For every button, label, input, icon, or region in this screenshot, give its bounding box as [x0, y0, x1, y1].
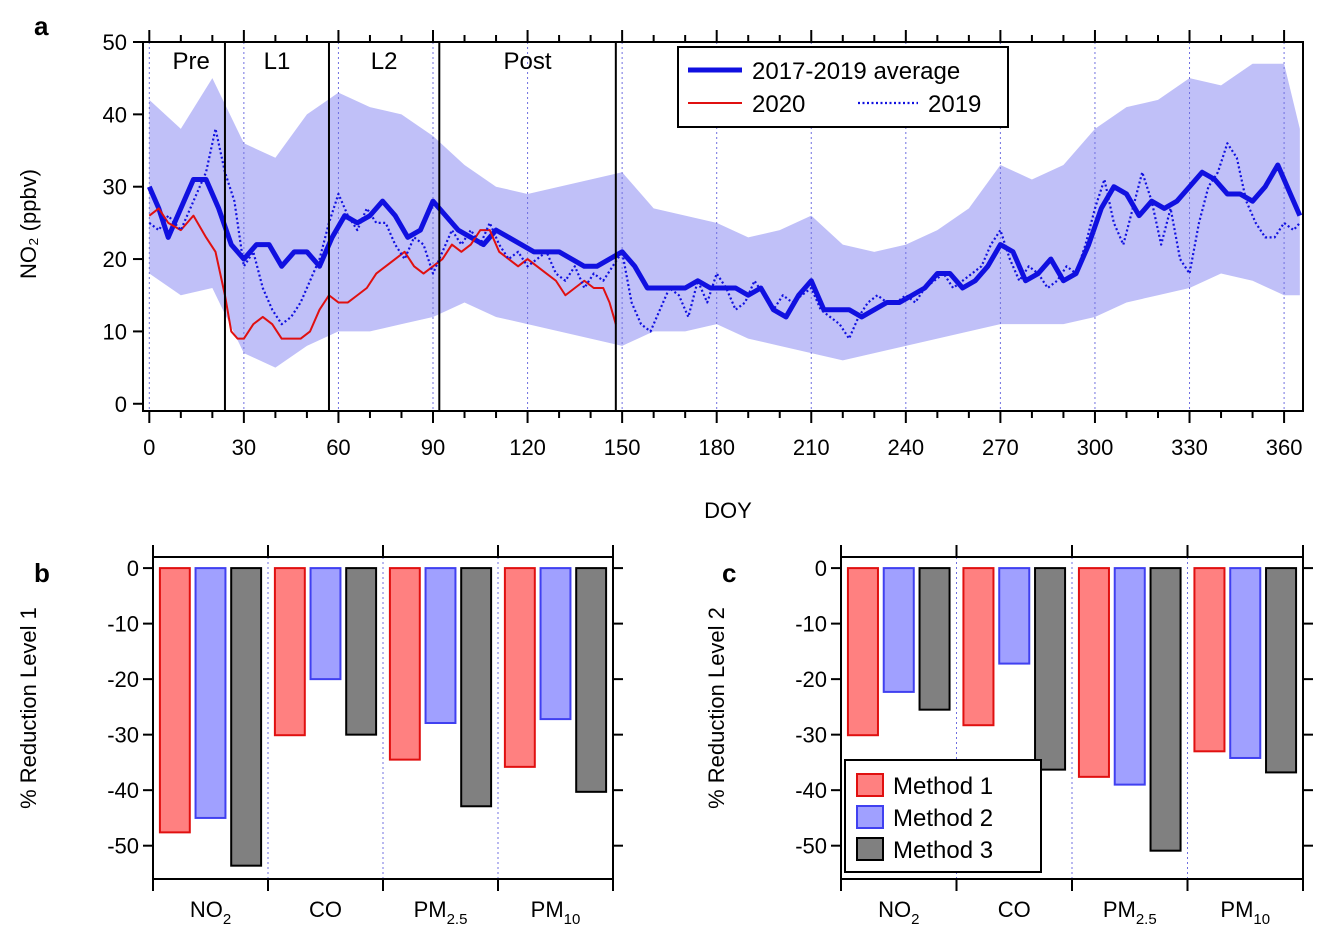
bar-method-2: [194, 567, 227, 819]
x-axis-label-a: DOY: [704, 498, 752, 523]
legend-label-average: 2017-2019 average: [752, 58, 960, 85]
y-tick-label: 30: [103, 175, 127, 200]
y-tick-label: 40: [103, 102, 127, 127]
y-tick-label: -20: [795, 667, 827, 692]
y-axis-label-c: % Reduction Level 2: [704, 607, 729, 809]
period-label: L1: [264, 48, 291, 75]
y-tick-label: -30: [107, 723, 139, 748]
x-tick-label: 120: [509, 435, 546, 460]
legend-swatch: [856, 805, 884, 829]
bar-method-2: [998, 567, 1031, 665]
x-tick-label: 360: [1266, 435, 1303, 460]
panel-label-c: c: [722, 558, 736, 588]
legend-label: Method 1: [893, 773, 993, 800]
x-tick-label: 300: [1077, 435, 1114, 460]
bar-method-3: [1149, 567, 1182, 852]
category-label: PM10: [531, 897, 581, 928]
legend-a: 2017-2019 average 2020 2019: [677, 46, 1009, 128]
bar-method-1: [962, 567, 995, 727]
y-tick-label: -50: [795, 834, 827, 859]
category-label: PM2.5: [414, 897, 468, 928]
legend-box-a: [677, 46, 1009, 128]
x-tick-label: 180: [698, 435, 735, 460]
y-tick-label: -40: [107, 778, 139, 803]
bar-method-3: [230, 567, 263, 867]
y-tick-label: -40: [795, 778, 827, 803]
y-tick-label: 0: [127, 556, 139, 581]
bar-method-3: [1265, 567, 1298, 774]
series-line-2019: [148, 127, 1301, 340]
legend-label: Method 2: [893, 805, 993, 832]
y-tick-label: 0: [115, 392, 127, 417]
bar-method-3: [918, 567, 951, 711]
bar-method-1: [846, 567, 879, 737]
x-tick-label: 30: [232, 435, 256, 460]
legend-label-2020: 2020: [752, 91, 805, 118]
bar-method-1: [273, 567, 306, 737]
period-label: L2: [371, 48, 398, 75]
bar-method-3: [1034, 567, 1067, 771]
range-band: [149, 63, 1300, 368]
bar-method-2: [309, 567, 342, 681]
x-tick-label: 150: [604, 435, 641, 460]
legend-swatch: [856, 773, 884, 797]
legend-c: Method 1 Method 2 Method 3: [844, 759, 1042, 873]
bar-method-3: [575, 567, 608, 793]
x-tick-label: 210: [793, 435, 830, 460]
legend-label-2019: 2019: [928, 91, 981, 118]
x-tick-label: 60: [326, 435, 350, 460]
category-label: PM10: [1220, 897, 1270, 928]
legend-label: Method 3: [893, 837, 993, 864]
y-tick-label: 0: [815, 556, 827, 581]
category-label: PM2.5: [1103, 897, 1157, 928]
y-tick-label: 50: [103, 30, 127, 55]
x-tick-label: 0: [143, 435, 155, 460]
x-tick-label: 270: [982, 435, 1019, 460]
bar-method-1: [158, 567, 191, 834]
series-line-2020: [148, 207, 617, 340]
bar-method-1: [1193, 567, 1226, 753]
bar-method-3: [345, 567, 378, 736]
panel-label-b: b: [34, 558, 50, 588]
panel-label-a: a: [34, 11, 49, 41]
bar-method-3: [460, 567, 493, 808]
period-label: Post: [504, 48, 552, 75]
bar-method-1: [388, 567, 421, 761]
x-tick-label: 240: [887, 435, 924, 460]
y-tick-label: -10: [107, 612, 139, 637]
bar-method-2: [1229, 567, 1262, 759]
legend-swatch: [856, 837, 884, 861]
bar-method-2: [1113, 567, 1146, 786]
plot-frame-a: [142, 41, 1304, 412]
x-tick-label: 330: [1171, 435, 1208, 460]
bar-method-1: [1077, 567, 1110, 778]
y-tick-label: 20: [103, 247, 127, 272]
category-label: CO: [998, 897, 1031, 922]
bar-method-2: [424, 567, 457, 724]
bar-method-1: [503, 567, 536, 768]
series-line-2017-2019-average: [147, 162, 1303, 320]
y-tick-label: -20: [107, 667, 139, 692]
bar-method-2: [539, 567, 572, 721]
y-tick-label: -50: [107, 834, 139, 859]
y-tick-label: -10: [795, 612, 827, 637]
y-axis-label-b: % Reduction Level 1: [16, 607, 41, 809]
x-tick-label: 90: [421, 435, 445, 460]
category-label: CO: [309, 897, 342, 922]
category-label: NO2: [878, 897, 919, 928]
category-label: NO2: [190, 897, 231, 928]
y-tick-label: -30: [795, 723, 827, 748]
bar-method-2: [882, 567, 915, 693]
y-axis-label-a: NO₂ (ppbv): [16, 169, 41, 279]
period-label: Pre: [172, 48, 209, 75]
y-tick-label: 10: [103, 319, 127, 344]
